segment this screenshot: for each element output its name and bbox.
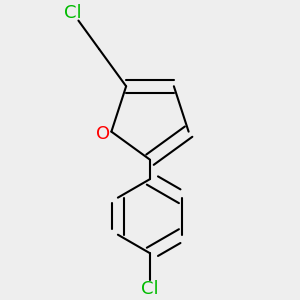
Text: O: O bbox=[96, 125, 110, 143]
Text: Cl: Cl bbox=[141, 280, 159, 298]
Text: Cl: Cl bbox=[64, 4, 82, 22]
